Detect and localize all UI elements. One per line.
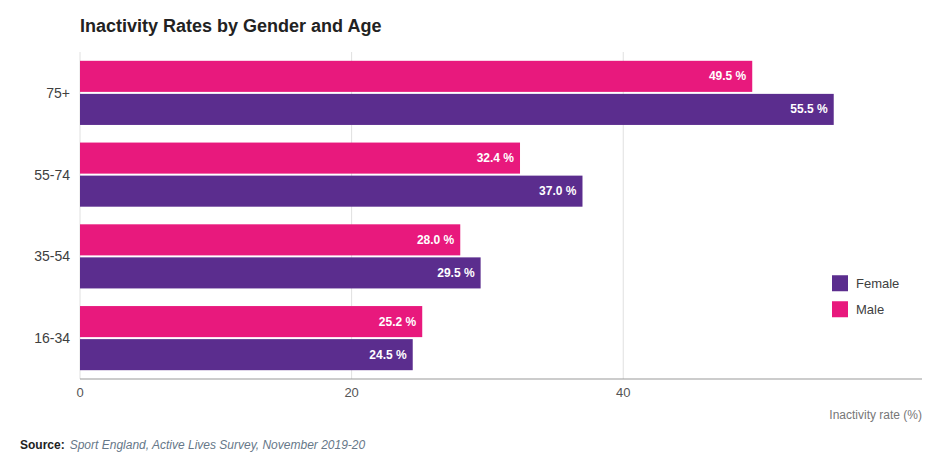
data-labels: 24.5 % 29.5 % 37.0 % 55.5 % 25.2 % 28.0 % 32.4… [369,69,828,361]
y-tick-label: 55-74 [34,167,70,183]
y-tick-label: 16-34 [34,330,70,346]
bar [80,143,520,174]
x-axis-label: Inactivity rate (%) [829,408,922,422]
chart: Inactivity Rates by Gender and Age 0 20 40 2… [0,0,952,461]
legend-swatch [832,301,848,317]
x-tick-label: 20 [344,385,358,400]
legend-swatch [832,275,848,291]
legend-label: Male [856,302,884,317]
background [0,0,952,461]
bar [80,61,752,92]
bars [80,61,834,370]
bar [80,94,834,125]
y-tick-label: 35-54 [34,248,70,264]
annotation: Source: [20,438,65,452]
x-tick-label: 0 [76,385,83,400]
bar [80,224,460,255]
data-label: 32.4 % [477,151,515,165]
x-axis-line [80,379,922,380]
data-label: 37.0 % [539,184,577,198]
bar [80,306,422,337]
annotation: Sport England, Active Lives Survey, Nove… [70,438,366,452]
y-tick-label: 75+ [46,85,70,101]
data-label: 25.2 % [379,315,417,329]
data-label: 55.5 % [790,102,828,116]
legend-label: Female [856,276,899,291]
title: Inactivity Rates by Gender and Age [80,16,381,36]
bar [80,257,481,288]
x-tick-label: 40 [616,385,630,400]
data-label: 29.5 % [437,266,475,280]
legend: Female Male [832,275,899,317]
bar [80,339,413,370]
data-label: 24.5 % [369,348,407,362]
bar [80,176,582,207]
data-label: 49.5 % [709,69,747,83]
source: Source: Sport England, Active Lives Surve… [20,438,366,452]
data-label: 28.0 % [417,233,455,247]
